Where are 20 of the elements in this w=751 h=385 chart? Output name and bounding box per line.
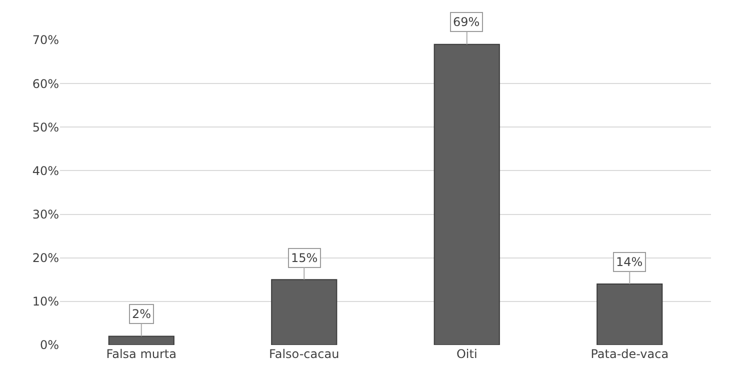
y-tick-label: 20% bbox=[32, 251, 59, 266]
data-label: 69% bbox=[453, 15, 480, 29]
data-label: 14% bbox=[616, 255, 643, 269]
bar bbox=[434, 44, 500, 345]
y-tick-label: 50% bbox=[32, 120, 59, 134]
data-label: 2% bbox=[132, 307, 152, 321]
y-tick-label: 40% bbox=[32, 164, 59, 178]
x-tick-label: Falso-cacau bbox=[269, 347, 340, 361]
bar bbox=[271, 279, 338, 345]
y-tick-label: 0% bbox=[40, 338, 59, 352]
y-tick-label: 10% bbox=[32, 294, 59, 309]
y-tick-label: 70% bbox=[32, 33, 59, 48]
bar bbox=[108, 336, 174, 345]
x-tick-label: Oiti bbox=[456, 347, 478, 361]
y-tick-label: 60% bbox=[32, 76, 59, 91]
bar bbox=[596, 284, 663, 345]
x-tick-label: Pata-de-vaca bbox=[590, 347, 669, 361]
x-tick-label: Falsa murta bbox=[106, 347, 176, 361]
data-label: 15% bbox=[291, 251, 318, 265]
y-tick-label: 30% bbox=[32, 207, 59, 222]
